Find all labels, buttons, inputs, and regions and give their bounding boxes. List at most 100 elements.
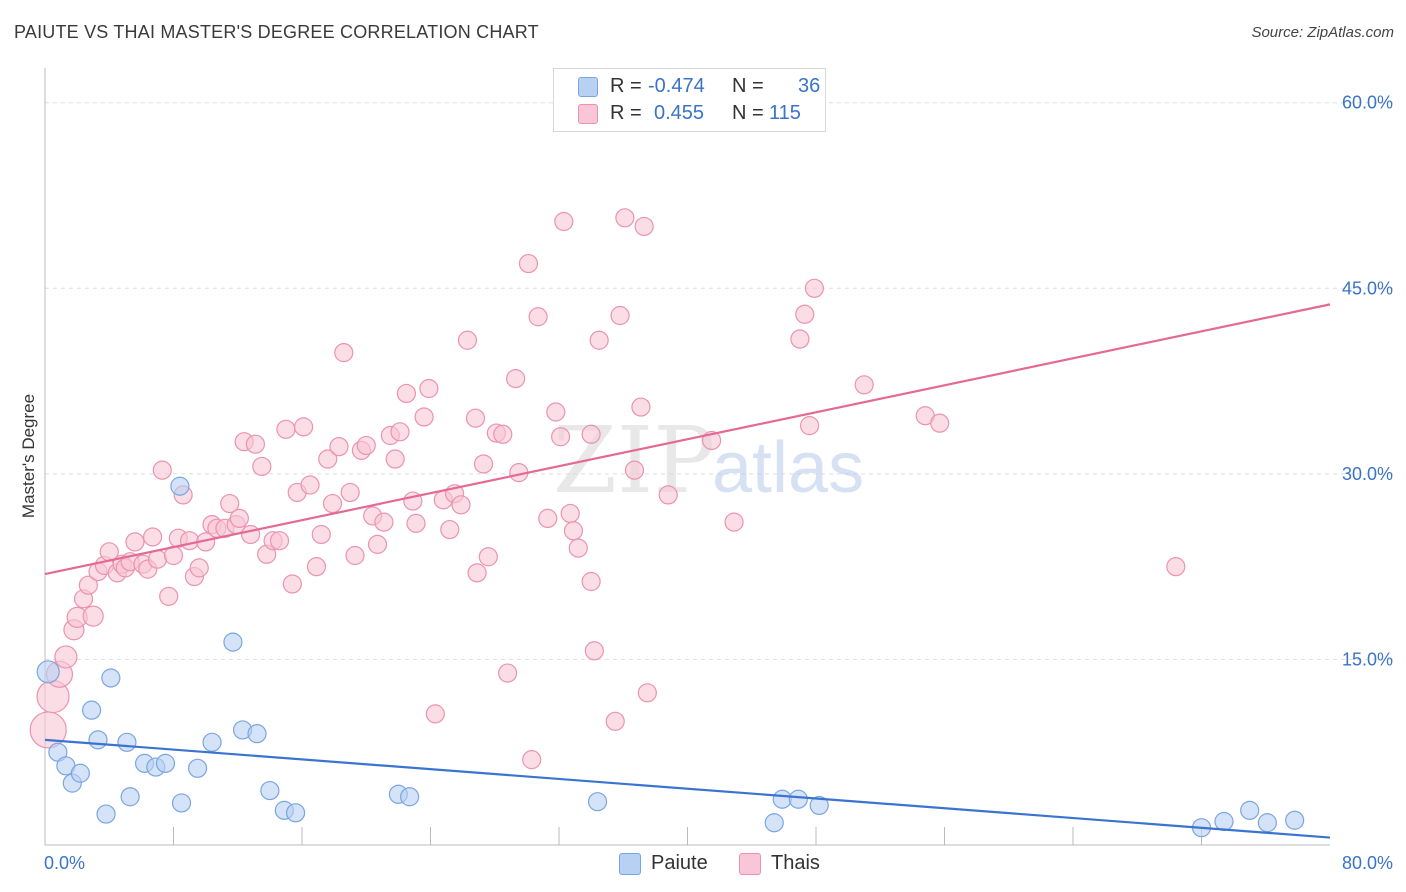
x-tick-label-min: 0.0% [44, 853, 85, 873]
thai-point [241, 524, 261, 545]
trend-lines [44, 303, 1331, 839]
paiute-point [587, 792, 608, 812]
thais-n-label: N = [732, 102, 764, 124]
paiute-point [1257, 813, 1277, 833]
thais-n-value: 115 [769, 102, 801, 124]
thai-point [318, 449, 338, 469]
paiute-point [81, 700, 102, 720]
thai-point [334, 343, 354, 363]
thai-point [179, 531, 200, 551]
thai-point [322, 493, 343, 514]
thai-point [658, 485, 678, 505]
thai-point [799, 416, 820, 436]
thai-point [269, 531, 290, 551]
thai-point [276, 419, 296, 439]
paiute-point [101, 668, 121, 688]
paiute-point [772, 789, 792, 809]
thai-point [528, 307, 548, 327]
paiute-point [1240, 800, 1260, 820]
thai-point [78, 575, 98, 595]
thai-point [311, 524, 331, 545]
paiute-point [400, 787, 420, 807]
paiute-point [117, 732, 137, 752]
thai-point [581, 424, 601, 444]
thai-point [493, 424, 513, 444]
thai-point [147, 549, 168, 569]
thai-point [451, 495, 471, 515]
thai-point [340, 482, 360, 503]
thai-point [724, 512, 744, 532]
paiute-point [285, 803, 306, 823]
paiute-n-label: N = [732, 75, 764, 97]
paiute-r-value: -0.474 [648, 75, 705, 97]
thai-point [54, 645, 78, 669]
thai-point [624, 460, 645, 480]
thai-point [522, 750, 542, 770]
paiute-point [764, 813, 784, 833]
thai-point [563, 521, 584, 541]
paiute-r-label: R = [610, 75, 642, 97]
paiute-n-value: 36 [798, 75, 821, 97]
thai-point [143, 527, 163, 547]
paiute-point [1285, 810, 1305, 830]
thai-point [804, 278, 824, 298]
thai-point [29, 711, 67, 749]
thai-point [795, 304, 815, 324]
thai-point [367, 534, 388, 554]
thai-point [546, 402, 566, 422]
thai-point [294, 417, 314, 437]
thai-point [345, 545, 365, 566]
thai-point [396, 383, 417, 404]
chart-title: PAIUTE VS THAI MASTER'S DEGREE CORRELATI… [14, 22, 539, 42]
thai-point [159, 586, 179, 606]
legend-thais-label: Thais [771, 852, 820, 874]
thai-point [554, 211, 574, 232]
thai-point [551, 427, 571, 447]
thai-point [518, 253, 539, 274]
thai-point [329, 437, 349, 457]
thai-point [356, 435, 376, 456]
thais-r-label: R = [610, 102, 642, 124]
paiute-point [202, 732, 222, 752]
thai-point [615, 208, 635, 228]
paiute-point [187, 758, 208, 778]
paiute-point [155, 753, 176, 773]
thai-point [610, 305, 630, 326]
thai-point [125, 532, 145, 552]
thai-point [560, 503, 580, 524]
thai-point [229, 508, 249, 529]
thai-point [568, 538, 588, 558]
paiute-point [809, 795, 829, 816]
thai-point [473, 454, 494, 474]
y-axis-label: Master's Degree [19, 394, 38, 518]
source-label: Source: ZipAtlas.com [1251, 24, 1394, 41]
paiute-point [88, 730, 108, 750]
thai-point [930, 413, 950, 433]
paiute-point [120, 787, 140, 807]
thai-point [419, 378, 439, 399]
legend-paiute-label: Paiute [651, 852, 708, 874]
thai-point [637, 683, 657, 703]
paiute-point [788, 789, 808, 809]
thai-point [631, 397, 651, 417]
thai-point [390, 422, 410, 442]
paiute-point [247, 724, 267, 744]
thais-trend-line [44, 303, 1331, 576]
thai-point [790, 329, 810, 349]
paiute-point [36, 660, 60, 684]
thai-point [467, 563, 487, 583]
thai-point [152, 460, 172, 480]
thais-swatch [578, 104, 598, 124]
tick-labels: 15.0% 30.0% 45.0% 60.0% 0.0% 80.0% [44, 93, 1393, 873]
thai-point [605, 711, 625, 731]
thai-point [245, 434, 266, 454]
thai-point [854, 375, 874, 395]
paiute-points [36, 476, 1305, 838]
thai-point [189, 558, 209, 578]
watermark-atlas: atlas [712, 428, 864, 508]
thai-points [29, 208, 1186, 770]
paiute-trend-line [44, 738, 1331, 839]
paiute-point [170, 476, 190, 496]
x-tick-label-max: 80.0% [1342, 853, 1393, 873]
legend-paiute-swatch [619, 853, 641, 875]
